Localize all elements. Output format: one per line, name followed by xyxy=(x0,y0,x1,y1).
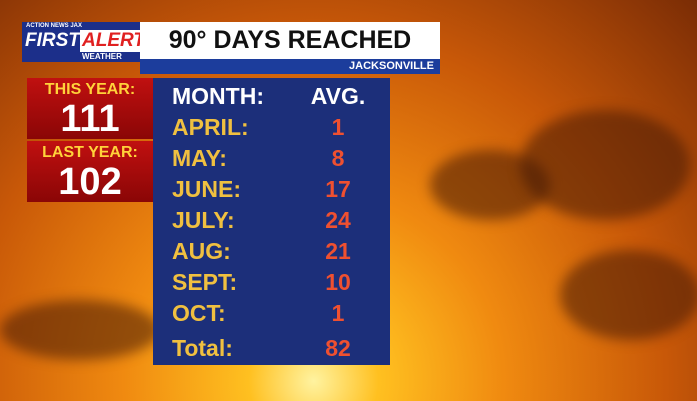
average: 24 xyxy=(325,207,351,233)
logo-first: FIRST xyxy=(25,30,80,51)
table: MONTH: AVG. APRIL: 1 MAY: 8 JUNE: 17 JULY: 24 AU… xyxy=(153,78,390,365)
cloud xyxy=(560,250,697,340)
average: 21 xyxy=(325,238,351,264)
month: JULY: xyxy=(172,207,235,233)
summary-label: THIS YEAR: xyxy=(44,81,136,98)
logo-alert: ALERT xyxy=(80,30,147,52)
total-value: 82 xyxy=(325,335,351,361)
average: 1 xyxy=(331,114,345,140)
logo-weather: WEATHER xyxy=(82,52,122,61)
month: JUNE: xyxy=(172,176,242,202)
month: SEPT: xyxy=(172,269,238,295)
summary-box: THIS YEAR: 111 xyxy=(27,78,153,139)
summary-value: 102 xyxy=(58,161,122,203)
cloud xyxy=(520,110,690,220)
summary-label: LAST YEAR: xyxy=(42,144,138,161)
summary-box: LAST YEAR: 102 xyxy=(27,141,153,202)
month: OCT: xyxy=(172,300,226,326)
average: 10 xyxy=(325,269,351,295)
average: 17 xyxy=(325,176,351,202)
total-label: Total: xyxy=(172,335,233,361)
column-header: AVG. xyxy=(310,83,366,109)
location: JACKSONVILLE xyxy=(140,59,440,74)
summary-value: 111 xyxy=(60,98,120,140)
logo: ACTION NEWS JAX FIRST ALERT WEATHER xyxy=(22,22,147,62)
average: 1 xyxy=(331,300,345,326)
title: 90° DAYS REACHED xyxy=(140,22,440,59)
column-header: MONTH: xyxy=(172,83,264,109)
cloud xyxy=(0,300,160,360)
average: 8 xyxy=(331,145,345,171)
logo-station: ACTION NEWS JAX xyxy=(26,23,83,29)
month: APRIL: xyxy=(172,114,249,140)
month: MAY: xyxy=(172,145,227,171)
month: AUG: xyxy=(172,238,231,264)
